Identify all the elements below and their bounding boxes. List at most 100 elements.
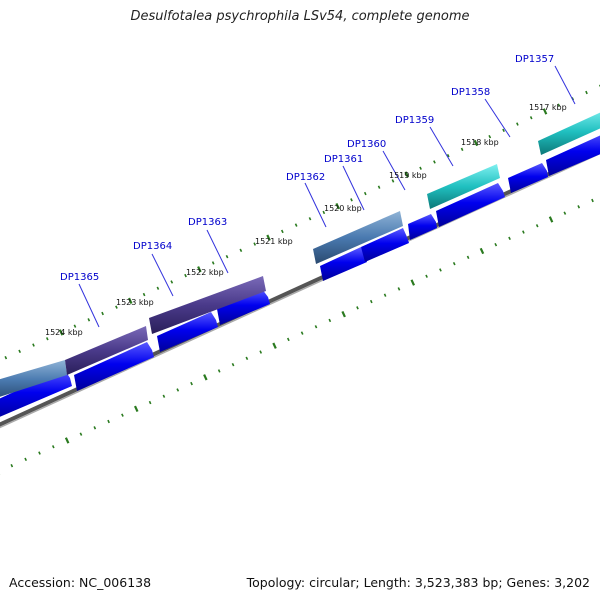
minor-tick xyxy=(231,362,235,367)
minor-tick xyxy=(439,268,442,272)
leader-line xyxy=(342,165,365,211)
minor-tick xyxy=(245,356,249,361)
genome-backbone-shadow xyxy=(0,152,600,429)
minor-tick xyxy=(383,293,387,297)
minor-tick xyxy=(107,419,110,424)
minor-tick xyxy=(425,274,428,278)
major-tick xyxy=(203,374,208,381)
gene-label-dp1357[interactable]: DP1357 xyxy=(515,54,554,65)
cds-arrow xyxy=(0,369,72,417)
minor-tick xyxy=(516,122,519,126)
minor-tick xyxy=(87,318,91,322)
major-tick xyxy=(404,171,410,178)
gene-label-dp1365[interactable]: DP1365 xyxy=(60,272,99,283)
gene-label-dp1362[interactable]: DP1362 xyxy=(286,172,325,183)
minor-tick xyxy=(184,273,187,278)
minor-tick xyxy=(294,223,298,227)
minor-tick xyxy=(460,147,464,152)
cds-arrow xyxy=(408,214,437,240)
gene-label-dp1363[interactable]: DP1363 xyxy=(188,217,227,228)
minor-tick xyxy=(446,153,450,158)
major-tick xyxy=(479,247,485,255)
minor-tick xyxy=(356,306,359,310)
cds-arrow xyxy=(436,183,505,227)
minor-tick xyxy=(452,261,456,266)
minor-tick xyxy=(211,261,215,265)
minor-tick xyxy=(121,413,124,417)
minor-tick xyxy=(239,248,243,253)
major-tick xyxy=(127,297,133,305)
gene-label-dp1361[interactable]: DP1361 xyxy=(324,154,363,165)
gene-label-dp1359[interactable]: DP1359 xyxy=(395,115,434,126)
cds-strand xyxy=(0,135,600,417)
minor-tick xyxy=(170,280,174,284)
position-labels: 1517 kbp 1518 kbp 1519 kbp 1520 kbp 1521… xyxy=(45,103,567,337)
minor-tick xyxy=(190,381,193,386)
minor-tick xyxy=(115,305,118,309)
minor-tick xyxy=(522,230,525,234)
minor-tick xyxy=(253,242,257,246)
gene-block-dp1365 xyxy=(0,360,67,397)
gene-label-dp1360[interactable]: DP1360 xyxy=(347,139,386,150)
minor-tick xyxy=(38,451,41,455)
minor-tick xyxy=(591,198,594,203)
major-tick xyxy=(197,266,202,273)
minor-tick xyxy=(563,211,567,215)
leader-line xyxy=(382,150,406,191)
minor-tick xyxy=(585,90,588,95)
minor-tick xyxy=(300,331,304,335)
gene-block-dp1363 xyxy=(149,276,266,334)
kbp-label: 1523 kbp xyxy=(116,298,154,307)
kbp-label: 1517 kbp xyxy=(529,103,567,112)
kbp-label: 1524 kbp xyxy=(45,328,83,337)
minor-tick xyxy=(142,292,146,297)
minor-tick xyxy=(328,318,332,323)
major-tick xyxy=(133,405,139,413)
gene-label-dp1358[interactable]: DP1358 xyxy=(451,87,490,98)
minor-tick xyxy=(79,432,83,436)
cds-arrow xyxy=(217,289,270,325)
minor-tick xyxy=(391,179,395,183)
gene-block-dp1362 xyxy=(313,211,403,264)
minor-tick xyxy=(73,324,77,328)
gene-labels: DP1357 DP1358 DP1359 DP1360 DP1361 DP136… xyxy=(60,54,554,283)
minor-tick xyxy=(466,255,470,260)
genome-summary-text: Topology: circular; Length: 3,523,383 bp… xyxy=(246,575,590,590)
minor-tick xyxy=(24,457,28,462)
minor-tick xyxy=(18,349,22,354)
cds-arrow xyxy=(508,163,548,193)
minor-tick xyxy=(508,236,511,241)
major-tick xyxy=(335,202,340,210)
major-tick xyxy=(548,216,554,223)
minor-tick xyxy=(557,103,561,107)
minor-tick xyxy=(529,116,533,120)
minor-tick xyxy=(377,185,381,189)
kbp-label: 1520 kbp xyxy=(324,204,362,213)
minor-tick xyxy=(308,217,312,221)
leader-lines xyxy=(78,65,576,328)
major-tick xyxy=(473,139,479,147)
map-title: Desulfotalea psychrophila LSv54, complet… xyxy=(130,9,470,24)
gene-block-dp1359 xyxy=(427,164,500,209)
minor-tick xyxy=(101,311,104,316)
gene-blocks xyxy=(0,112,600,397)
major-tick xyxy=(64,437,70,444)
leader-line xyxy=(554,65,576,105)
leader-line xyxy=(78,283,100,328)
minor-tick xyxy=(217,369,221,373)
minor-tick xyxy=(535,224,539,228)
minor-tick xyxy=(363,191,367,196)
minor-tick xyxy=(369,299,373,304)
minor-tick xyxy=(419,166,422,170)
minor-tick xyxy=(350,198,353,202)
minor-tick xyxy=(156,286,160,290)
minor-tick xyxy=(51,445,55,449)
minor-tick xyxy=(502,128,505,133)
minor-tick xyxy=(397,287,401,291)
cds-arrow xyxy=(320,247,367,281)
minor-tick xyxy=(148,400,152,405)
gene-label-dp1364[interactable]: DP1364 xyxy=(133,241,172,252)
minor-tick xyxy=(314,325,318,329)
major-tick xyxy=(272,342,277,349)
